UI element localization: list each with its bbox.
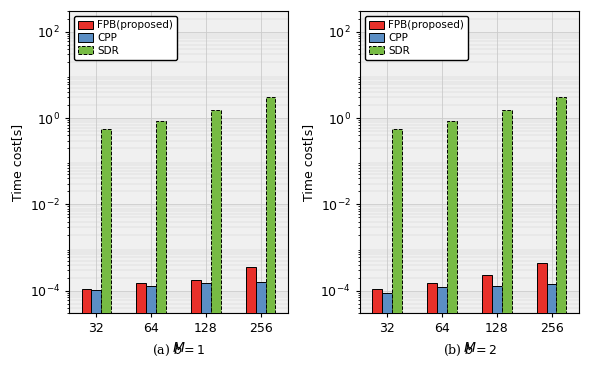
X-axis label: $M$: $M$ <box>463 341 476 355</box>
Y-axis label: Time cost[s]: Time cost[s] <box>11 124 24 201</box>
Bar <box>211 111 221 366</box>
Bar <box>101 129 111 366</box>
Bar <box>156 121 166 366</box>
Bar <box>91 290 101 366</box>
Legend: FPB(proposed), CPP, SDR: FPB(proposed), CPP, SDR <box>365 16 468 60</box>
Text: (a) $b = 1$: (a) $b = 1$ <box>152 343 205 358</box>
Bar <box>146 286 156 366</box>
Bar <box>372 289 382 366</box>
Bar <box>136 283 146 366</box>
Bar <box>537 262 546 366</box>
Bar <box>255 282 266 366</box>
Bar <box>482 275 492 366</box>
Legend: FPB(proposed), CPP, SDR: FPB(proposed), CPP, SDR <box>74 16 177 60</box>
Bar <box>492 286 502 366</box>
Bar <box>81 289 91 366</box>
Text: (b) $b = 2$: (b) $b = 2$ <box>442 343 496 358</box>
Bar <box>246 267 255 366</box>
Bar <box>201 283 211 366</box>
Bar <box>191 280 201 366</box>
Bar <box>382 293 392 366</box>
Bar <box>556 97 566 366</box>
Bar <box>392 129 402 366</box>
Bar <box>502 111 512 366</box>
Bar <box>546 284 556 366</box>
Y-axis label: Time cost[s]: Time cost[s] <box>302 124 315 201</box>
X-axis label: $M$: $M$ <box>172 341 185 355</box>
Bar <box>266 97 276 366</box>
Bar <box>427 283 437 366</box>
Bar <box>447 121 457 366</box>
Bar <box>437 287 447 366</box>
